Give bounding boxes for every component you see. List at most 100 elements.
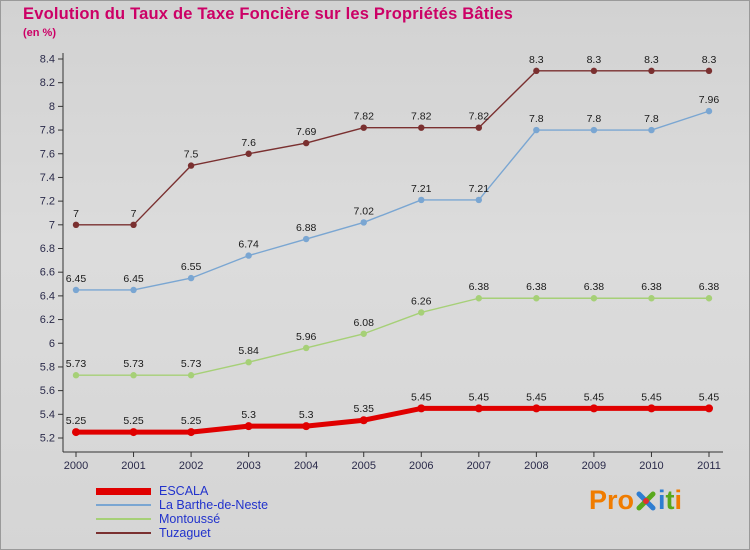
page-title: Evolution du Taux de Taxe Foncière sur l… (23, 5, 514, 23)
data-point (72, 372, 80, 379)
data-point (360, 330, 367, 337)
value-label: 7.21 (469, 183, 490, 195)
data-point (475, 196, 483, 204)
legend-label: Tuzaguet (159, 526, 211, 540)
data-point (245, 150, 252, 157)
legend-item-tuzaguet: Tuzaguet (96, 526, 268, 540)
y-tick-label: 6.2 (40, 314, 55, 326)
data-point (648, 67, 655, 75)
data-point (418, 196, 425, 204)
y-tick-label: 5.8 (40, 361, 55, 373)
value-label: 6.38 (469, 281, 490, 293)
value-label: 7.82 (354, 111, 375, 123)
value-label: 5.73 (123, 358, 144, 370)
logo-letter: i (658, 485, 666, 515)
y-tick-label: 8.4 (40, 54, 55, 66)
y-tick-label: 8.2 (40, 77, 55, 89)
value-label: 5.45 (411, 391, 432, 403)
chart-subtitle: (en %) (23, 27, 56, 39)
y-tick-label: 7.6 (40, 148, 55, 160)
data-point (72, 221, 80, 229)
data-point (648, 126, 655, 134)
value-label: 5.73 (181, 358, 202, 370)
x-tick-label: 2000 (64, 460, 88, 472)
data-point (705, 107, 713, 115)
data-point (302, 422, 311, 431)
legend-item-montouss-: Montoussé (96, 512, 268, 526)
data-point (187, 428, 196, 437)
series-line (75, 70, 710, 226)
series-line (75, 110, 710, 291)
data-point (590, 295, 598, 302)
y-tick-label: 7.4 (40, 172, 55, 184)
value-label: 7.96 (699, 94, 720, 106)
data-point (533, 126, 540, 134)
value-label: 6.38 (699, 281, 720, 293)
data-point (705, 404, 713, 413)
legend: ESCALA La Barthe-de-Neste Montoussé Tuzague… (96, 484, 268, 540)
series-line (73, 405, 712, 435)
data-point (475, 295, 483, 302)
series-montouss-: 5.73 5.73 5.73 5.84 5.96 6.08 6.26 6.38 6.38 6.38… (66, 281, 720, 379)
y-tick-label: 6 (49, 338, 55, 350)
legend-swatch (96, 487, 151, 495)
y-tick-label: 6.8 (40, 243, 55, 255)
data-point (302, 139, 310, 147)
value-label: 5.3 (241, 409, 256, 421)
legend-item-escala: ESCALA (96, 484, 268, 498)
value-label: 7.69 (296, 126, 317, 138)
y-tick-label: 5.2 (40, 433, 55, 445)
x-tick-label: 2010 (639, 460, 663, 472)
value-label: 8.3 (587, 54, 602, 66)
data-point (244, 422, 253, 431)
y-tick-label: 5.4 (40, 409, 55, 421)
value-label: 8.3 (644, 54, 659, 66)
value-label: 6.08 (354, 317, 375, 329)
logo-letter: i (674, 485, 683, 515)
x-tick-label: 2007 (467, 460, 491, 472)
series-escala: 5.25 5.25 5.25 5.3 5.3 5.35 5.45 5.45 5.45 5.45 5.… (66, 391, 720, 437)
value-label: 5.45 (526, 391, 547, 403)
data-point (187, 162, 195, 169)
value-label: 7.21 (411, 183, 432, 195)
data-point (475, 124, 483, 131)
series-line (75, 297, 710, 376)
value-label: 5.45 (584, 391, 605, 403)
data-point (533, 67, 540, 75)
data-point (533, 295, 540, 302)
data-point (418, 309, 425, 316)
value-label: 6.88 (296, 222, 317, 234)
data-point (590, 126, 598, 134)
logo-letter: r (607, 485, 618, 515)
x-tick-label: 2011 (697, 460, 721, 472)
data-point (130, 221, 137, 229)
value-label: 7.6 (241, 137, 256, 149)
value-label: 5.25 (181, 415, 202, 427)
series-tuzaguet: 7 7 7.5 7.6 7.69 7.82 7.82 7.82 8.3 8.3 8.3 8.3 (72, 54, 716, 229)
data-point (359, 416, 368, 425)
data-point (474, 404, 483, 413)
data-point (130, 372, 137, 379)
x-tick-label: 2001 (121, 460, 145, 472)
value-label: 5.45 (699, 391, 720, 403)
value-label: 7.8 (587, 113, 602, 125)
legend-item-la-barthe-de-neste: La Barthe-de-Neste (96, 498, 268, 512)
value-label: 7.82 (411, 111, 432, 123)
y-tick-label: 5.6 (40, 385, 55, 397)
y-tick-label: 6.4 (40, 290, 55, 302)
legend-swatch (96, 532, 151, 534)
data-point (360, 219, 367, 226)
value-label: 6.38 (641, 281, 662, 293)
data-point (647, 404, 656, 413)
value-label: 6.74 (238, 239, 259, 251)
value-label: 7.8 (644, 113, 659, 125)
y-tick-label: 7 (49, 219, 55, 231)
data-point (589, 404, 598, 413)
value-label: 5.45 (641, 391, 662, 403)
data-point (705, 67, 713, 75)
value-label: 6.26 (411, 295, 432, 307)
value-label: 8.3 (529, 54, 544, 66)
y-tick-label: 7.2 (40, 196, 55, 208)
data-point (72, 286, 80, 294)
legend-swatch (96, 518, 151, 520)
